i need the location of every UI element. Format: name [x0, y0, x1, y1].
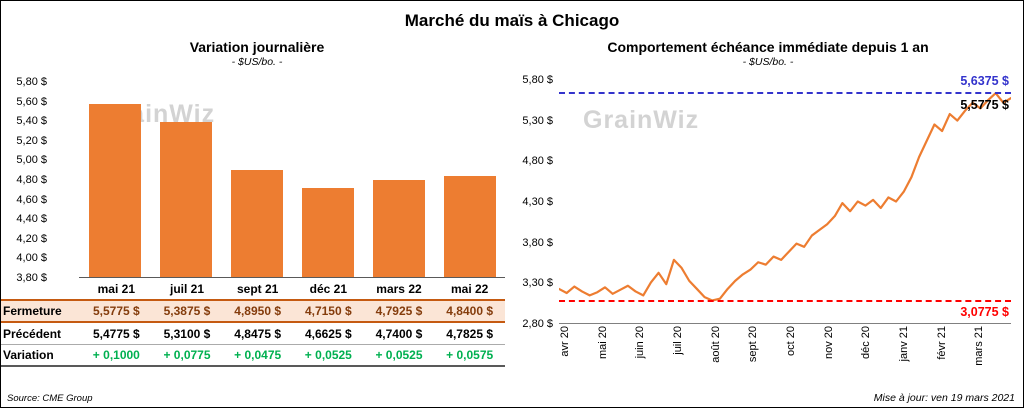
month-header: mai 22 [450, 281, 489, 296]
table-cell: 5,3875 $ [151, 299, 223, 323]
table-cell: 5,3100 $ [151, 323, 223, 345]
table-cell: 5,4775 $ [81, 323, 152, 345]
bar-chart-title: Variation journalière [189, 39, 325, 55]
table-cell: 4,7150 $ [292, 299, 364, 323]
x-tick-label: sept 20 [747, 326, 760, 363]
table-cell: 4,8475 $ [222, 323, 293, 345]
bar-mars-22 [372, 180, 425, 277]
table-cell: 4,6625 $ [292, 323, 364, 345]
bar-y-tick-label: 4,00 $ [16, 252, 47, 265]
x-tick-label: févr 21 [935, 326, 948, 360]
row-label: Variation [1, 345, 81, 367]
x-tick-label: nov 20 [822, 326, 835, 360]
line-y-tick-label: 5,80 $ [522, 74, 553, 86]
line-y-tick-label: 3,30 $ [522, 277, 553, 290]
bar-y-tick-label: 4,40 $ [16, 213, 47, 226]
bar-chart: 5,80 $ 5,60 $ 5,40 $ 5,20 $ 5,00 $ 4,80 $ 4,60… [1, 76, 505, 284]
x-tick-label: mai 20 [596, 326, 609, 360]
month-header: mars 22 [376, 281, 422, 296]
price-table: mai 21 juil 21 sept 21 déc 21 mars 22 mai 22 F… [1, 278, 505, 367]
bar-y-tick-label: 4,60 $ [16, 193, 47, 206]
last-value-label: 5,5775 $ [960, 98, 1009, 113]
line-y-tick-label: 4,30 $ [522, 196, 553, 208]
bar-y-tick-label: 5,40 $ [16, 115, 47, 128]
month-header: déc 21 [309, 281, 347, 296]
line-chart-title: Comportement échéance immédiate depuis 1… [607, 39, 929, 55]
x-tick-label: oct 20 [785, 326, 798, 356]
bar-y-tick-label: 5,60 $ [16, 95, 47, 108]
table-cell: 4,8400 $ [434, 299, 505, 323]
x-tick-label: avr 20 [559, 326, 571, 357]
month-header: mai 21 [97, 281, 135, 296]
x-tick: févr 21 [936, 326, 974, 384]
x-tick: déc 20 [860, 326, 898, 384]
bar-y-axis: 5,80 $ 5,60 $ 5,40 $ 5,20 $ 5,00 $ 4,80 $ 4,60… [1, 76, 79, 284]
x-tick-label: août 20 [709, 326, 722, 363]
x-tick-label: janv 21 [898, 326, 911, 362]
bar-chart-subtitle: - $US/bo. - [231, 56, 283, 68]
x-tick: août 20 [710, 326, 748, 384]
table-cell: + 0,0525 [363, 345, 435, 367]
high-dashed-line [559, 92, 1011, 95]
x-tick: juil 20 [672, 326, 710, 384]
table-cell: 4,7825 $ [434, 323, 505, 345]
x-tick-label: juin 20 [634, 326, 647, 359]
line-chart-subtitle: - $US/bo. - [742, 56, 794, 68]
line-y-tick-label: 5,30 $ [522, 114, 553, 127]
row-label: Fermeture [1, 299, 81, 323]
row-label: Précédent [1, 323, 81, 345]
x-tick: juin 20 [634, 326, 672, 384]
month-header: juil 21 [169, 281, 204, 296]
bar-y-tick-label: 4,20 $ [16, 232, 47, 245]
table-cell: + 0,0775 [151, 345, 223, 367]
bar-y-tick-label: 5,80 $ [16, 76, 47, 88]
line-x-axis: avr 20 mai 20 juin 20 juil 20 août 20 sept 20… [559, 326, 1011, 384]
bar-y-tick-label: 4,80 $ [16, 174, 47, 186]
daily-variation-panel: Variation journalière - $US/bo. - 5,80 $… [1, 37, 513, 407]
low-dashed-line [559, 299, 1011, 302]
source-note: Source: CME Group [7, 393, 93, 404]
update-note: Mise à jour: ven 19 mars 2021 [873, 392, 1015, 404]
page-title: Marché du maïs à Chicago [404, 11, 620, 30]
line-y-axis: 5,80 $ 5,30 $ 4,80 $ 4,30 $ 3,80 $ 3,30 $ 2,80… [513, 74, 559, 330]
low-value-label: 3,0775 $ [960, 304, 1009, 319]
x-tick-label: mars 21 [973, 326, 986, 366]
line-y-tick-label: 4,80 $ [522, 155, 553, 168]
high-value-label: 5,6375 $ [960, 74, 1009, 89]
table-cell: 4,8950 $ [222, 299, 293, 323]
line-y-tick-label: 2,80 $ [522, 318, 553, 330]
line-chart: 5,80 $ 5,30 $ 4,80 $ 4,30 $ 3,80 $ 3,30 $ 2,80… [513, 74, 1011, 330]
bar-mai-22 [443, 175, 496, 277]
table-cell: + 0,0575 [434, 345, 505, 367]
x-tick-label: juil 20 [672, 326, 685, 355]
x-tick: mars 21 [973, 326, 1011, 384]
x-tick: janv 21 [898, 326, 936, 384]
bar-plot-area: GrainWiz [79, 82, 505, 278]
bar-y-tick-label: 3,80 $ [16, 272, 47, 284]
bar-y-tick-label: 5,00 $ [16, 154, 47, 167]
bar-déc-21 [301, 187, 354, 277]
bar-juil-21 [159, 122, 212, 277]
price-line [559, 80, 1011, 323]
line-plot-area: GrainWiz 5,6375 $ 5,5775 $ 3,0775 $ [559, 74, 1011, 324]
table-cell: + 0,1000 [81, 345, 152, 367]
x-tick: oct 20 [785, 326, 823, 384]
table-cell: 4,7400 $ [363, 323, 435, 345]
x-tick: nov 20 [823, 326, 861, 384]
table-cell: + 0,0475 [222, 345, 293, 367]
line-y-tick-label: 3,80 $ [522, 236, 553, 249]
bar-sept-21 [230, 170, 283, 277]
x-tick: mai 20 [597, 326, 635, 384]
table-cell: 4,7925 $ [363, 299, 435, 323]
table-cell: + 0,0525 [292, 345, 364, 367]
front-month-panel: Comportement échéance immédiate depuis 1… [513, 37, 1023, 407]
x-tick: sept 20 [747, 326, 785, 384]
table-cell: 5,5775 $ [81, 299, 152, 323]
bar-mai-21 [88, 103, 141, 277]
x-tick: avr 20 [559, 326, 597, 384]
x-tick-label: déc 20 [860, 326, 873, 360]
month-header: sept 21 [236, 281, 279, 296]
bar-y-tick-label: 5,20 $ [16, 134, 47, 147]
